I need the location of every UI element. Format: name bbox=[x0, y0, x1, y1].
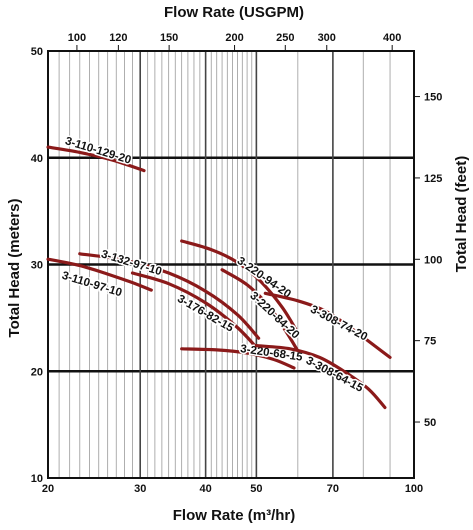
plot-frame bbox=[47, 50, 415, 479]
pump-curve-3-220-84-20 bbox=[220, 268, 300, 353]
x-tick-label: 100 bbox=[405, 483, 423, 495]
pump-curve-3-308-74-20 bbox=[263, 291, 392, 359]
y2-axis-title: Total Head (feet) bbox=[453, 156, 470, 272]
x-tick-label: 40 bbox=[200, 483, 212, 495]
y-tick-label: 40 bbox=[31, 153, 43, 165]
x2-tick-label: 400 bbox=[383, 32, 401, 44]
x2-tick-label: 120 bbox=[109, 32, 127, 44]
pump-curve-3-110-97-10 bbox=[46, 257, 153, 292]
y-tick-label: 20 bbox=[31, 366, 43, 378]
x-tick-label: 50 bbox=[250, 483, 262, 495]
pump-curve-3-308-64-15 bbox=[254, 344, 387, 410]
x2-tick-label: 300 bbox=[318, 32, 336, 44]
pump-curve-3-110-129-20 bbox=[46, 145, 146, 173]
y-tick-label: 50 bbox=[31, 46, 43, 58]
x2-tick-label: 200 bbox=[225, 32, 243, 44]
x2-tick-label: 150 bbox=[160, 32, 178, 44]
x-tick-label: 30 bbox=[134, 483, 146, 495]
y2-tick-label: 125 bbox=[424, 173, 442, 185]
pump-curve-3-220-94-20 bbox=[180, 239, 300, 335]
x2-axis-title: Flow Rate (USGPM) bbox=[164, 4, 304, 21]
y2-tick-label: 50 bbox=[424, 417, 436, 429]
y-tick-label: 30 bbox=[31, 260, 43, 272]
x2-tick-label: 250 bbox=[276, 32, 294, 44]
x-tick-label: 20 bbox=[42, 483, 54, 495]
y-axis-title: Total Head (meters) bbox=[6, 199, 23, 338]
y2-tick-label: 150 bbox=[424, 92, 442, 104]
x-tick-label: 70 bbox=[327, 483, 339, 495]
y-tick-label: 10 bbox=[31, 473, 43, 485]
y2-tick-label: 75 bbox=[424, 336, 436, 348]
pump-curve-3-220-68-15 bbox=[180, 347, 296, 370]
x2-tick-label: 100 bbox=[68, 32, 86, 44]
x-axis-title: Flow Rate (m³/hr) bbox=[173, 507, 296, 524]
pump-curve-3-132-97-10 bbox=[78, 252, 261, 340]
pump-curve-3-176-82-15 bbox=[130, 271, 261, 352]
y2-tick-label: 100 bbox=[424, 254, 442, 266]
